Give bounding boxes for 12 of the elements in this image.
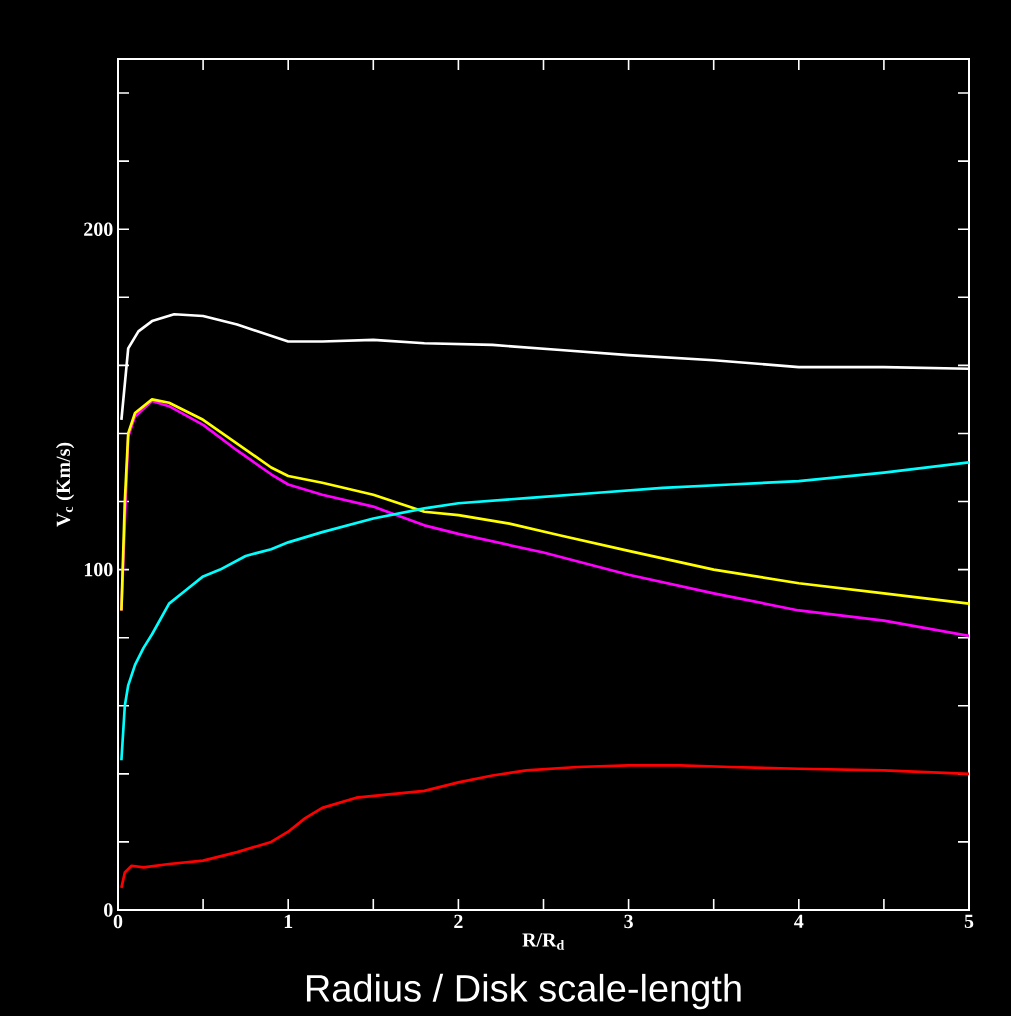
x-tick-label: 3 — [624, 914, 633, 929]
y-axis-title: V$_{c}$ (Km/s) — [56, 442, 75, 527]
x-tick-label: 2 — [454, 914, 463, 928]
x-tick-label: 0 — [113, 914, 123, 929]
x-axis-title: R/R$_{d}$ — [522, 933, 565, 950]
x-tick-label: 4 — [794, 914, 804, 928]
y-tick-label: 0 — [104, 903, 113, 917]
y-tick-label: 200 — [84, 222, 113, 236]
x-tick-label: 1 — [284, 914, 293, 928]
y-tick-label: 100 — [84, 562, 113, 577]
x-tick-label: 5 — [964, 914, 974, 928]
text: Radius / Disk scale-length — [306, 973, 741, 1010]
